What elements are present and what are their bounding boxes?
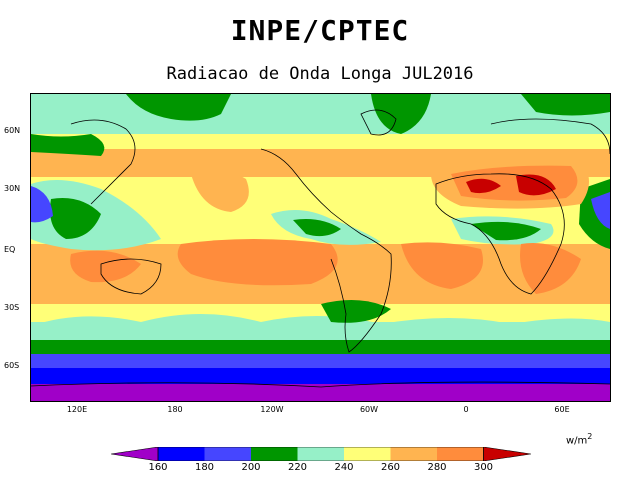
orange-indonesia-south (70, 250, 141, 283)
green-north-3 (521, 94, 610, 116)
lon-label-60w: 60W (359, 405, 379, 414)
orange-south-atlantic (401, 242, 483, 289)
red-sahara-1 (466, 178, 501, 194)
lon-label-60e: 60E (554, 405, 570, 414)
colorbar-260-280 (390, 447, 437, 461)
colorbar-tick-220: 220 (287, 462, 308, 473)
color-bar (111, 447, 531, 461)
orange-south-pacific (177, 239, 338, 286)
colorbar-220-240 (297, 447, 344, 461)
lat-label-eq: EQ (4, 245, 16, 254)
band-south-200 (31, 338, 610, 358)
mint-south-waves (31, 314, 610, 340)
colorbar-240-260 (344, 447, 391, 461)
green-north-2 (371, 94, 431, 134)
lat-label-30s: 30S (4, 303, 20, 312)
red-sahara-2 (516, 174, 556, 196)
colorbar-280-300 (437, 447, 484, 461)
coastlines (31, 109, 610, 388)
colorbar-tick-260: 260 (380, 462, 401, 473)
band-antarctic (31, 381, 610, 401)
green-west-pacific (50, 198, 101, 239)
green-africa (471, 221, 541, 241)
band-south-180 (31, 354, 610, 370)
orange-south-africa (520, 243, 581, 294)
colorbar-200-220 (251, 447, 298, 461)
olr-map (30, 93, 611, 402)
lat-label-60n: 60N (4, 126, 21, 135)
colorbar-tick-300: 300 (473, 462, 494, 473)
lat-label-30n: 30N (4, 184, 21, 193)
map-subtitle: Radiacao de Onda Longa JUL2016 (166, 64, 474, 84)
lon-label-120w: 120W (260, 405, 284, 414)
colorbar-lt160 (111, 447, 158, 461)
olr-map-canvas (31, 94, 610, 401)
colorbar-tick-280: 280 (427, 462, 447, 473)
lon-label-120e: 120E (66, 405, 88, 414)
green-north-4 (31, 134, 105, 156)
orange-north-pacific (191, 170, 249, 212)
colorbar-tick-180: 180 (194, 462, 215, 473)
green-southern-patch (321, 300, 391, 323)
lat-label-60s: 60S (4, 361, 20, 370)
green-north-1 (31, 94, 231, 121)
page-title: INPE/CPTEC (230, 14, 410, 47)
units-label: w/m2 (566, 432, 592, 446)
blue-east-edge (591, 192, 610, 229)
colorbar-tick-200: 200 (241, 462, 261, 473)
lon-label-0: 0 (463, 405, 469, 414)
blue-west-pacific (31, 186, 53, 223)
colorbar-tick-240: 240 (334, 462, 354, 473)
units-text: w/m (566, 435, 588, 447)
colorbar-160-180 (158, 447, 205, 461)
colorbar-gt300 (483, 447, 531, 461)
units-exponent: 2 (587, 432, 593, 441)
colorbar-tick-160: 160 (148, 462, 168, 473)
colorbar-180-200 (204, 447, 251, 461)
colorbar-outline (111, 447, 531, 461)
deepblue-south-waves (31, 368, 610, 384)
lon-label-180: 180 (167, 405, 183, 414)
green-central-america (293, 219, 341, 237)
band-arctic (31, 94, 610, 134)
